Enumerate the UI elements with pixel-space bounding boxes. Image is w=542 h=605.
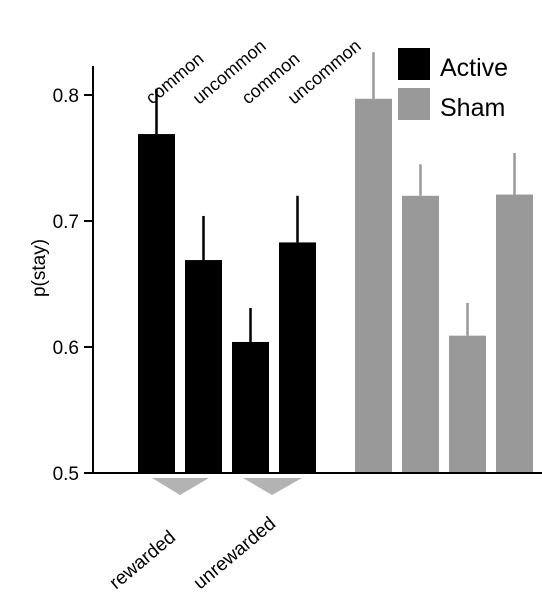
legend-label-active: Active [440,54,508,82]
group-marker-0 [152,478,209,495]
group-markers-layer: rewarded unrewarded [106,478,302,594]
y-tick-label: 0.8 [53,86,79,107]
bar-sham-1 [402,195,439,474]
condition-label-3: uncommon [284,36,365,109]
bar-sham-2 [449,335,486,473]
y-ticks-layer: 0.5 0.6 0.7 0.8 [53,86,93,485]
bar-sham-3 [496,194,533,474]
group-label-rewarded: rewarded [106,527,180,594]
legend: Active Sham [398,48,508,122]
bar-active-2 [232,341,269,473]
y-tick-label: 0.5 [53,464,79,485]
y-tick-label: 0.7 [53,212,79,233]
bar-active-3 [279,242,316,473]
group-marker-1 [243,478,302,495]
y-tick-label: 0.6 [53,338,79,359]
bars-layer [138,52,533,474]
y-axis-title: p(stay) [29,239,50,297]
bar-sham-0 [355,98,392,473]
legend-swatch-active [398,48,430,80]
bar-active-0 [138,134,175,473]
bar-active-1 [185,260,222,473]
legend-swatch-sham [398,88,430,120]
legend-label-sham: Sham [440,94,505,122]
group-label-unrewarded: unrewarded [190,513,280,594]
axes-layer [92,66,542,474]
